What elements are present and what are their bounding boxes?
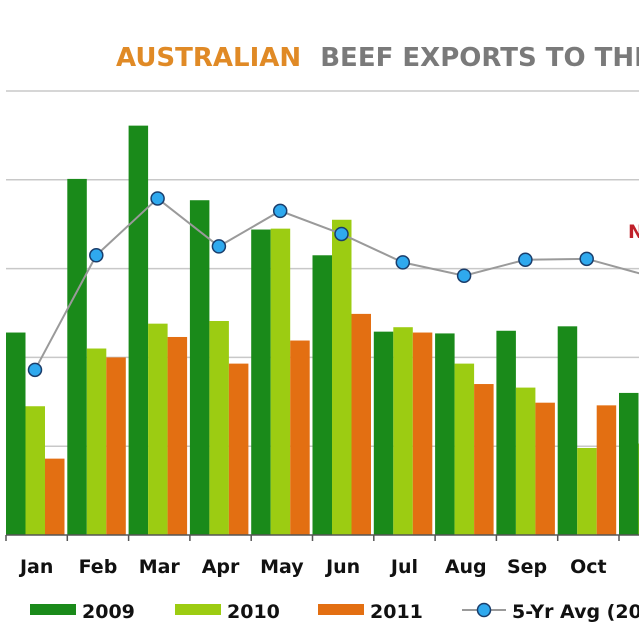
x-tick-label: May xyxy=(260,556,304,578)
chart-title: AUSTRALIAN BEEF EXPORTS TO THE US xyxy=(116,43,639,73)
legend-label-avg: 5-Yr Avg (20 xyxy=(512,601,639,623)
bar-2010-sep xyxy=(515,387,536,535)
bar-2011-mar xyxy=(167,336,188,535)
bar-2009-sep xyxy=(496,330,516,535)
bar-2010-feb xyxy=(86,348,107,535)
x-tick-label: Oct xyxy=(570,556,607,578)
avg-point-feb xyxy=(89,248,104,263)
legend-label-2010: 2010 xyxy=(227,601,280,623)
legend-swatch-avg-marker xyxy=(476,602,492,618)
bar-2009-mar xyxy=(128,125,149,535)
bar-2011-feb xyxy=(106,357,126,535)
bar-2011-jun xyxy=(351,313,371,535)
bar-group xyxy=(6,125,639,536)
avg-point-apr xyxy=(211,239,227,254)
avg-point-sep xyxy=(518,252,533,267)
avg-point-mar xyxy=(150,191,165,206)
bar-2010-mar xyxy=(148,323,168,535)
x-tick-label: Apr xyxy=(202,556,240,578)
bar-2009-n xyxy=(619,392,639,535)
avg-point-jan xyxy=(27,362,43,378)
chart-title-accent: AUSTRALIAN xyxy=(116,43,301,73)
bar-2011-may xyxy=(290,340,310,535)
bar-2009-may xyxy=(251,229,271,535)
bar-2009-jan xyxy=(6,332,26,535)
avg-point-oct xyxy=(579,251,594,267)
bar-2009-jun xyxy=(312,255,332,535)
avg-point-jul xyxy=(395,255,411,270)
bar-2011-oct xyxy=(596,405,617,535)
bar-2010-oct xyxy=(577,447,597,535)
legend: 2009 2010 2011 5-Yr Avg (20 xyxy=(30,601,639,623)
avg-point-jun xyxy=(334,226,349,242)
bar-2009-jul xyxy=(373,331,394,535)
bar-2010-may xyxy=(270,228,291,535)
chart-title-rest: BEEF EXPORTS TO THE US xyxy=(320,43,639,73)
bar-2009-oct xyxy=(557,326,578,535)
bar-2010-jun xyxy=(332,219,352,535)
x-tick-label: Feb xyxy=(79,556,118,578)
x-tick-label: Aug xyxy=(445,556,487,578)
bar-2009-apr xyxy=(189,200,210,535)
legend-swatch-2010 xyxy=(175,604,221,615)
bar-2011-aug xyxy=(474,384,494,535)
legend-swatch-2009 xyxy=(30,604,76,615)
bar-2009-aug xyxy=(435,333,455,535)
legend-swatch-2011 xyxy=(318,604,364,615)
bar-2010-aug xyxy=(454,363,475,535)
avg-point-may xyxy=(272,203,288,219)
x-tick-label: Jul xyxy=(389,556,418,578)
bar-2011-jul xyxy=(412,332,433,535)
x-tick-label: Mar xyxy=(139,556,181,578)
bar-2009-feb xyxy=(67,178,87,536)
legend-label-2009: 2009 xyxy=(82,601,135,623)
annotation-label: N xyxy=(628,221,639,243)
bar-2011-sep xyxy=(535,402,555,535)
bar-2010-jul xyxy=(393,327,413,535)
avg-line-group xyxy=(27,191,639,378)
x-tick-label: Sep xyxy=(507,556,547,578)
avg-point-aug xyxy=(456,268,472,283)
bar-2010-apr xyxy=(209,320,229,535)
x-tick-label: Jan xyxy=(18,556,53,578)
bar-2010-jan xyxy=(25,406,45,535)
x-tick-label: Jun xyxy=(324,556,360,578)
bar-2011-apr xyxy=(228,363,249,535)
legend-label-2011: 2011 xyxy=(370,601,423,623)
bar-2011-jan xyxy=(45,458,65,535)
